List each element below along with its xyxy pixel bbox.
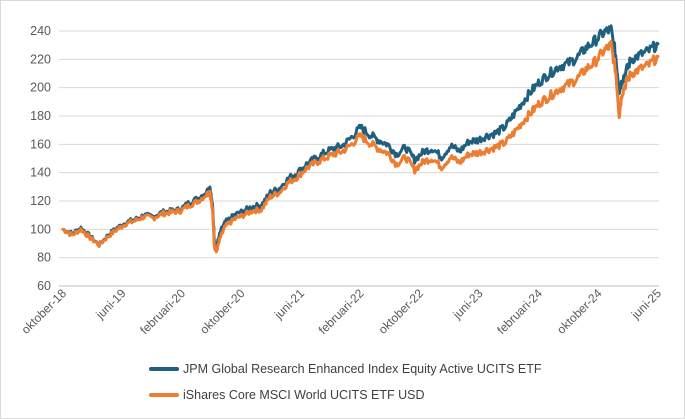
y-tick-label: 120	[30, 194, 51, 208]
legend-item-jpm: JPM Global Research Enhanced Index Equit…	[149, 362, 542, 376]
x-axis-ticks: oktober-18 juni-19 februari-20 oktober-20 ju…	[19, 286, 665, 337]
legend-label-ishares: iShares Core MSCI World UCITS ETF USD	[183, 388, 425, 402]
x-tick-label: oktober-24	[554, 286, 605, 337]
x-tick-label: februari-22	[316, 286, 367, 337]
x-tick-label: februari-20	[137, 286, 188, 337]
y-tick-label: 220	[30, 52, 51, 66]
x-tick-label: juni-19	[93, 286, 129, 322]
x-tick-label: juni-25	[628, 286, 664, 322]
y-tick-label: 140	[30, 166, 51, 180]
gridlines	[59, 30, 659, 287]
legend-swatch-jpm	[149, 367, 179, 371]
x-tick-label: oktober-22	[376, 286, 427, 337]
x-tick-label: oktober-20	[197, 286, 248, 337]
x-tick-label: juni-23	[450, 286, 486, 322]
legend-item-ishares: iShares Core MSCI World UCITS ETF USD	[149, 388, 424, 402]
y-tick-label: 60	[37, 279, 51, 293]
y-axis-ticks: 60 80 100 120 140 160 180 200 220 240	[30, 24, 51, 293]
legend-label-jpm: JPM Global Research Enhanced Index Equit…	[183, 362, 542, 376]
legend-swatch-ishares	[149, 393, 179, 397]
x-tick-label: oktober-18	[19, 286, 70, 337]
y-tick-label: 100	[30, 222, 51, 236]
y-tick-label: 180	[30, 109, 51, 123]
x-tick-label: februari-24	[494, 286, 545, 337]
series-line-ishares	[61, 40, 660, 254]
x-tick-label: juni-21	[271, 286, 307, 322]
y-tick-label: 80	[37, 251, 51, 265]
y-tick-label: 160	[30, 137, 51, 151]
series-lines	[61, 24, 660, 254]
y-tick-label: 200	[30, 81, 51, 95]
y-tick-label: 240	[30, 24, 51, 38]
